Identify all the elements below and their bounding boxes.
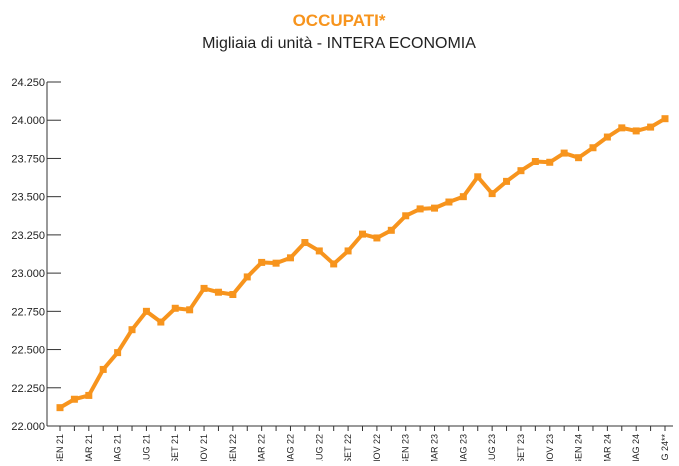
x-tick-label: LUG 21 [141, 434, 151, 461]
chart-title: OCCUPATI* [293, 11, 386, 30]
point [560, 149, 568, 157]
point [99, 365, 107, 373]
point [359, 230, 366, 238]
x-tick-label: MAR 23 [430, 434, 440, 461]
x-tick-label: SET 21 [170, 434, 180, 461]
y-tick-label: 22.500 [11, 345, 45, 357]
point [214, 288, 222, 296]
point [459, 193, 467, 201]
x-tick-label: LUG 22 [314, 434, 324, 461]
y-tick-label: 22.250 [11, 383, 45, 395]
point [402, 212, 410, 220]
point [603, 133, 611, 141]
point [85, 391, 93, 399]
point [575, 154, 583, 162]
y-tick-label: 22.000 [11, 421, 45, 433]
point [258, 258, 266, 266]
point [142, 307, 150, 315]
point [387, 226, 395, 234]
point [171, 304, 179, 312]
x-tick-label: NOV 23 [545, 434, 555, 461]
y-tick-label: 23.750 [11, 153, 45, 165]
point [647, 123, 655, 131]
y-tick-label: 22.750 [11, 306, 45, 318]
x-tick-label: SET 22 [343, 434, 353, 461]
chart-subtitle: Migliaia di unità - INTERA ECONOMIA [202, 35, 476, 52]
x-tick-label: GEN 23 [401, 434, 411, 461]
point [445, 198, 453, 206]
point [114, 349, 122, 357]
x-tick-label: MAR 24 [602, 434, 612, 461]
x-tick-label: LUG 23 [487, 434, 497, 461]
point [301, 239, 309, 247]
point [315, 247, 323, 255]
x-tick-label: SET 23 [516, 434, 526, 461]
point [330, 260, 338, 268]
y-tick-label: 24.250 [11, 77, 45, 89]
point [431, 204, 439, 212]
x-tick-label: MAG 23 [458, 434, 468, 461]
x-tick-label: GEN 22 [228, 434, 238, 461]
y-tick-label: 23.500 [11, 192, 45, 204]
x-tick-label: GEN 21 [55, 434, 65, 461]
y-tick-label: 23.000 [11, 268, 45, 280]
y-tick-label: 23.250 [11, 230, 45, 242]
point [503, 177, 511, 185]
point [589, 144, 597, 152]
point [186, 306, 194, 314]
point [517, 167, 525, 175]
point [416, 205, 424, 213]
point [618, 124, 626, 132]
point [70, 395, 78, 403]
x-tick-label: MAR 22 [257, 434, 267, 461]
x-tick-label: MAG 22 [285, 434, 295, 461]
x-tick-label: GEN 24 [574, 434, 584, 461]
line [58, 116, 667, 410]
point [157, 318, 165, 326]
point [286, 254, 294, 262]
point [128, 326, 136, 334]
point [344, 247, 352, 255]
point [531, 158, 539, 166]
point [632, 127, 640, 135]
point [272, 259, 280, 267]
point [243, 273, 251, 281]
x-tick-label: MAG 21 [113, 434, 123, 461]
point [488, 190, 496, 198]
y-tick-label: 24.000 [11, 115, 45, 127]
point [474, 173, 482, 181]
point [200, 284, 208, 292]
x-tick-label: MAG 24 [631, 434, 641, 461]
point [661, 115, 669, 123]
x-tick-label: UG 24** [660, 434, 670, 461]
x-tick-label: NOV 22 [372, 434, 382, 461]
point [229, 291, 237, 299]
point [56, 404, 64, 412]
point [373, 234, 381, 242]
point [546, 158, 554, 166]
x-tick-label: MAR 21 [84, 434, 94, 461]
x-tick-label: NOV 21 [199, 434, 209, 461]
